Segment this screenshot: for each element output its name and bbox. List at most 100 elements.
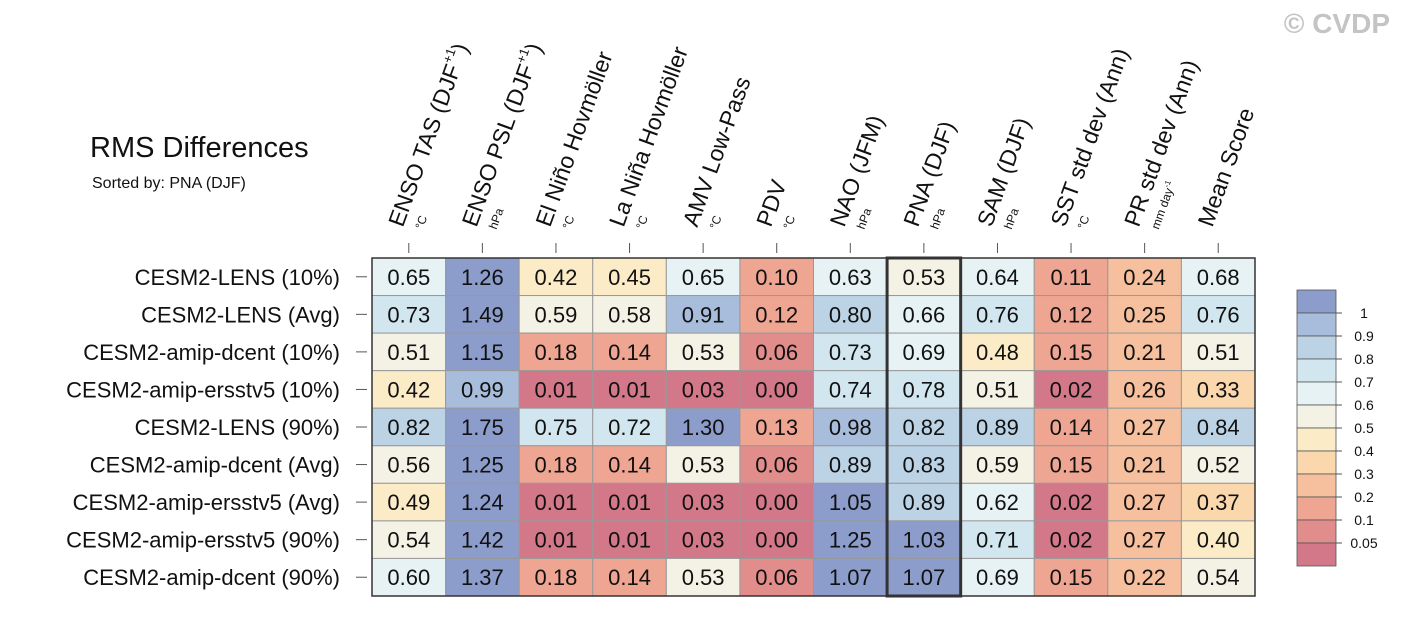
- colorbar-box: [1296, 335, 1337, 360]
- cell-label: 0.14: [608, 565, 651, 590]
- heatmap-cell: [813, 557, 888, 597]
- cell-label: 0.71: [976, 528, 1019, 553]
- heatmap-cell: [1033, 482, 1109, 522]
- heatmap-cell: [371, 370, 447, 409]
- column-label-text: PNA (DJF): [898, 118, 960, 230]
- cell-label: 0.42: [535, 265, 578, 290]
- heatmap-cell: [445, 295, 520, 334]
- cell-label: 1.05: [829, 490, 872, 515]
- column-label-text: El Niño Hovmöller: [530, 48, 617, 230]
- cell-label: 0.14: [608, 453, 651, 478]
- cell-label: 0.72: [608, 415, 651, 440]
- cell-label: 0.68: [1197, 265, 1240, 290]
- cell-label: 0.01: [608, 490, 651, 515]
- cell-label: 1.07: [902, 565, 945, 590]
- cell-label: 0.65: [682, 265, 725, 290]
- colorbar-box: [1296, 381, 1337, 406]
- colorbar-label: 0.6: [1354, 397, 1374, 413]
- heatmap-cell: [813, 370, 888, 409]
- cell-label: 0.06: [755, 340, 798, 365]
- heatmap-cell: [1033, 520, 1109, 559]
- cell-label: 0.65: [387, 265, 430, 290]
- heatmap-cell: [1107, 295, 1182, 334]
- heatmap-cell: [1180, 257, 1256, 297]
- colorbar-box: [1296, 289, 1337, 314]
- heatmap-cell: [665, 520, 741, 559]
- colorbar-label: 0.3: [1354, 466, 1374, 482]
- column-label: PNA (DJF): [898, 118, 960, 230]
- cell-label: 0.01: [535, 490, 578, 515]
- cell-label: 1.07: [829, 565, 872, 590]
- cell-label: 0.56: [387, 453, 430, 478]
- cell-label: 1.03: [902, 528, 945, 553]
- colorbar-label: 0.5: [1354, 420, 1374, 436]
- colorbar-box: [1296, 519, 1337, 544]
- cell-label: 0.25: [1123, 302, 1166, 327]
- watermark: © CVDP: [1284, 8, 1390, 39]
- heatmap-cell: [886, 295, 962, 334]
- heatmap-cell: [813, 482, 888, 522]
- colorbar-label: 0.7: [1354, 374, 1374, 390]
- cell-label: 0.22: [1123, 565, 1166, 590]
- row-label: CESM2-amip-dcent (Avg): [90, 453, 340, 478]
- highlight-column: [885, 256, 963, 598]
- cell-label: 0.54: [1197, 565, 1240, 590]
- heatmap-cell: [739, 557, 815, 597]
- heatmap-cell: [592, 295, 667, 334]
- cell-label: 0.00: [755, 377, 798, 402]
- cell-label: 0.76: [1197, 302, 1240, 327]
- cell-label: 0.89: [829, 453, 872, 478]
- cell-label: 0.02: [1050, 377, 1093, 402]
- cell-label: 0.01: [535, 377, 578, 402]
- cell-label: 0.69: [976, 565, 1019, 590]
- cell-label: 0.99: [461, 377, 504, 402]
- heatmap-cell: [518, 370, 594, 409]
- heatmap-cell: [592, 557, 667, 597]
- cell-label: 0.00: [755, 490, 798, 515]
- cell-label: 0.03: [682, 490, 725, 515]
- cell-label: 0.48: [976, 340, 1019, 365]
- cell-label: 0.54: [387, 528, 430, 553]
- heatmap-cell: [1107, 332, 1182, 372]
- cell-label: 0.76: [976, 302, 1019, 327]
- cell-label: 0.14: [608, 340, 651, 365]
- heatmap-cell: [518, 257, 594, 297]
- chart-subtitle: Sorted by: PNA (DJF): [92, 175, 246, 192]
- cell-label: 0.01: [608, 528, 651, 553]
- cell-label: 0.18: [535, 340, 578, 365]
- cell-label: 0.84: [1197, 415, 1240, 440]
- cell-label: 0.75: [535, 415, 578, 440]
- heatmap-cell: [371, 520, 447, 559]
- heatmap-cell: [1107, 520, 1182, 559]
- column-label-text: AMV Low-Pass: [677, 73, 755, 230]
- column-unit-text: hPa: [928, 206, 949, 231]
- cell-label: 0.78: [902, 377, 945, 402]
- cell-label: 0.53: [682, 340, 725, 365]
- cell-label: 0.62: [976, 490, 1019, 515]
- column-label-text: La Niña Hovmöller: [604, 43, 693, 230]
- cell-label: 1.26: [461, 265, 504, 290]
- cell-label: 0.51: [976, 377, 1019, 402]
- colorbar-label: 0.9: [1354, 328, 1374, 344]
- cell-label: 0.82: [902, 415, 945, 440]
- cell-label: 0.63: [829, 265, 872, 290]
- cell-label: 0.06: [755, 565, 798, 590]
- cell-label: 0.69: [902, 340, 945, 365]
- cell-label: 0.51: [1197, 340, 1240, 365]
- cell-label: 1.42: [461, 528, 504, 553]
- column-unit: °C: [633, 213, 651, 231]
- column-unit-text: hPa: [1001, 206, 1022, 231]
- cell-label: 0.59: [535, 302, 578, 327]
- cell-label: 0.21: [1123, 340, 1166, 365]
- colorbar-box: [1296, 312, 1337, 337]
- cell-label: 0.59: [976, 453, 1019, 478]
- column-label: Mean Score: [1192, 104, 1259, 229]
- heatmap-cell: [739, 295, 815, 334]
- heatmap-cell: [1033, 445, 1109, 484]
- heatmap-cell: [1033, 407, 1109, 447]
- cell-label: 0.03: [682, 377, 725, 402]
- heatmap-cell: [518, 557, 594, 597]
- heatmap-cell: [445, 257, 520, 297]
- heatmap-cell: [1180, 407, 1256, 447]
